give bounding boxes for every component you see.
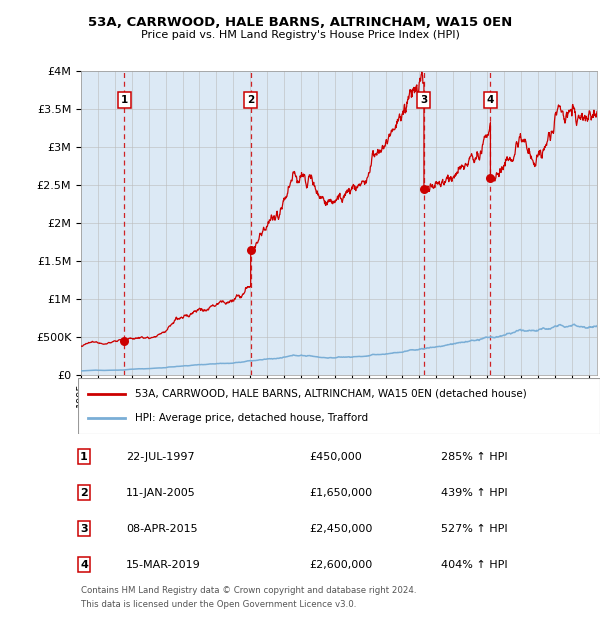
Text: 4: 4 — [80, 560, 88, 570]
Text: This data is licensed under the Open Government Licence v3.0.: This data is licensed under the Open Gov… — [81, 600, 356, 609]
Text: Price paid vs. HM Land Registry's House Price Index (HPI): Price paid vs. HM Land Registry's House … — [140, 30, 460, 40]
Text: 1: 1 — [80, 452, 88, 462]
Text: £2,450,000: £2,450,000 — [309, 524, 373, 534]
Text: 3: 3 — [421, 95, 428, 105]
Text: 22-JUL-1997: 22-JUL-1997 — [126, 452, 194, 462]
Text: £1,650,000: £1,650,000 — [309, 488, 372, 498]
Text: 4: 4 — [487, 95, 494, 105]
Text: £2,600,000: £2,600,000 — [309, 560, 372, 570]
Text: 53A, CARRWOOD, HALE BARNS, ALTRINCHAM, WA15 0EN: 53A, CARRWOOD, HALE BARNS, ALTRINCHAM, W… — [88, 16, 512, 29]
Text: £450,000: £450,000 — [309, 452, 362, 462]
Text: 404% ↑ HPI: 404% ↑ HPI — [441, 560, 508, 570]
Text: HPI: Average price, detached house, Trafford: HPI: Average price, detached house, Traf… — [136, 414, 368, 423]
Text: 08-APR-2015: 08-APR-2015 — [126, 524, 197, 534]
Text: 285% ↑ HPI: 285% ↑ HPI — [441, 452, 508, 462]
Text: 11-JAN-2005: 11-JAN-2005 — [126, 488, 196, 498]
Text: 53A, CARRWOOD, HALE BARNS, ALTRINCHAM, WA15 0EN (detached house): 53A, CARRWOOD, HALE BARNS, ALTRINCHAM, W… — [136, 389, 527, 399]
Text: 2: 2 — [247, 95, 254, 105]
Text: 3: 3 — [80, 524, 88, 534]
Text: 1: 1 — [121, 95, 128, 105]
Text: 2: 2 — [80, 488, 88, 498]
Text: Contains HM Land Registry data © Crown copyright and database right 2024.: Contains HM Land Registry data © Crown c… — [81, 586, 416, 595]
Text: 439% ↑ HPI: 439% ↑ HPI — [441, 488, 508, 498]
Text: 527% ↑ HPI: 527% ↑ HPI — [441, 524, 508, 534]
Text: 15-MAR-2019: 15-MAR-2019 — [126, 560, 201, 570]
